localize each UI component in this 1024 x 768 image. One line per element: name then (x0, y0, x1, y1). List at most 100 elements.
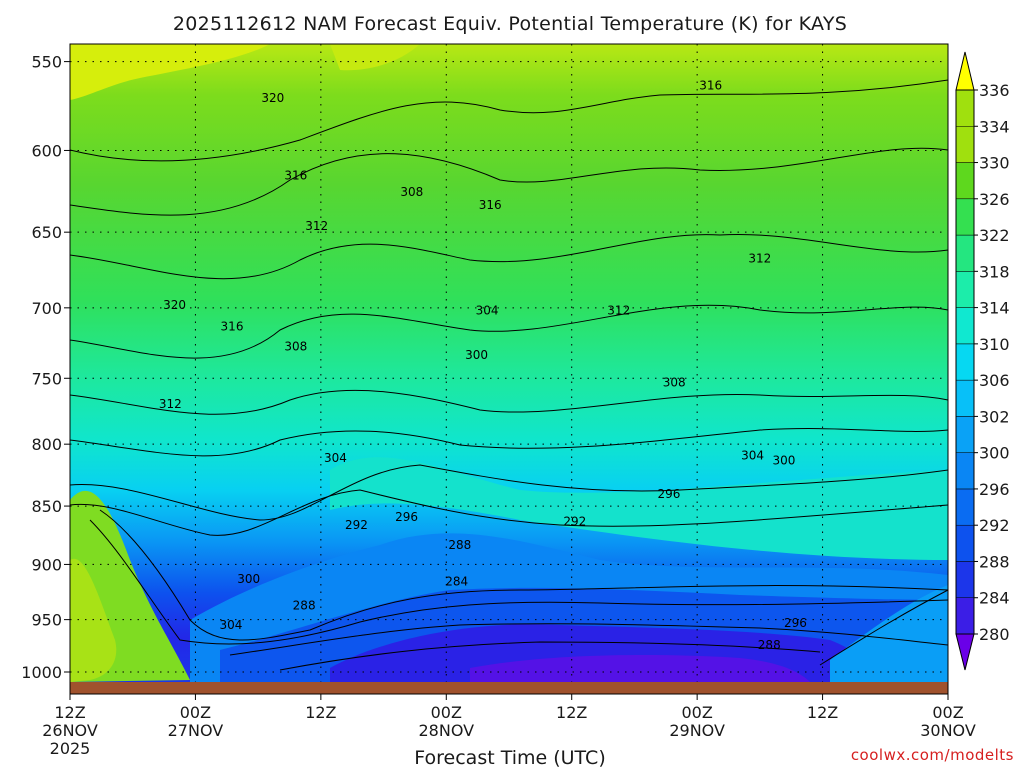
high-theta-top (70, 44, 270, 100)
high-theta-top-right (330, 44, 420, 71)
colorbar-segment (955, 162, 975, 200)
contour-label: 288 (448, 538, 471, 552)
contour-label: 308 (400, 185, 423, 199)
x-tick-label: 12Z (556, 703, 587, 722)
x-tick-label: 12Z (807, 703, 838, 722)
x-tick-label: 00Z (431, 703, 462, 722)
x-tick-label: 00Z (681, 703, 712, 722)
plot-area: 3323283283283243243243243203203203163163… (70, 44, 948, 682)
contour-label: 312 (607, 304, 630, 318)
contour-labels: 3323283283283243243243243203203203163163… (159, 78, 807, 652)
colorbar-label: 300 (979, 444, 1010, 463)
colorbar-label: 306 (979, 371, 1010, 390)
contour-label: 308 (663, 375, 686, 389)
warm-sector-core (70, 558, 117, 682)
colorbar-segment (955, 271, 975, 308)
y-tick-label: 700 (31, 299, 62, 318)
x-tick-label: 29NOV (669, 721, 725, 740)
colorbar-extend-bottom (955, 633, 975, 671)
cold-dome-core (470, 655, 810, 682)
grid-lines (70, 44, 948, 682)
contour-label: 304 (324, 451, 347, 465)
contour-label: 296 (395, 510, 418, 524)
y-axis: 2503003504004505005506006507007508008509… (21, 53, 70, 682)
x-tick-label: 26NOV (42, 721, 98, 740)
colorbar-segment (955, 307, 975, 345)
chart-title: 2025112612 NAM Forecast Equiv. Potential… (173, 13, 847, 35)
y-tick-label: 900 (31, 555, 62, 574)
mid-level-moist-band (330, 457, 948, 560)
contour-label: 312 (159, 397, 182, 411)
contour-label: 304 (220, 618, 243, 632)
colorbar-label: 284 (979, 589, 1010, 608)
contour-label: 308 (284, 339, 307, 353)
contour-label: 316 (479, 198, 502, 212)
colorbar-segment (955, 198, 975, 236)
y-tick-label: 750 (31, 369, 62, 388)
contour-label: 284 (445, 574, 468, 588)
colorbar-extend-top (955, 51, 975, 91)
colorbar-segment (955, 89, 975, 127)
y-tick-label: 800 (31, 435, 62, 454)
contour-lines (70, 79, 948, 671)
contour-label: 316 (221, 320, 244, 334)
x-tick-label: 12Z (305, 703, 336, 722)
credit-text: coolwx.com/modelts (851, 746, 1014, 764)
colorbar-segment (955, 452, 975, 490)
x-tick-label: 00Z (180, 703, 211, 722)
colorbar-label: 296 (979, 480, 1010, 499)
y-tick-label: 1000 (21, 663, 62, 682)
colorbar-frame (955, 89, 975, 635)
colorbar-label: 322 (979, 226, 1010, 245)
x-axis-label: Forecast Time (UTC) (414, 747, 605, 768)
contour-label: 312 (748, 252, 771, 266)
colorbar-label: 318 (979, 262, 1010, 281)
y-tick-label: 950 (31, 611, 62, 630)
contour-label: 316 (284, 169, 307, 183)
x-tick-label: 28NOV (418, 721, 474, 740)
contour-label: 292 (345, 518, 368, 532)
colorbar: 280 284 288 292 296 300 302 306 310 314 318 322 326 3… (955, 51, 1010, 671)
colorbar-label: 280 (979, 625, 1010, 644)
contour-label: 304 (476, 304, 499, 318)
colorbar-label: 314 (979, 299, 1010, 318)
contour-label: 316 (699, 78, 722, 92)
contour-label: 304 (741, 449, 764, 463)
plot-frame (69, 43, 949, 695)
x-tick-label: 30NOV (920, 721, 976, 740)
x-tick-label: 27NOV (168, 721, 224, 740)
contour-label: 292 (563, 515, 586, 529)
contour-label: 300 (465, 348, 488, 362)
colorbar-segment (955, 343, 975, 381)
colorbar-label: 334 (979, 117, 1010, 136)
colorbar-segment (955, 234, 975, 272)
x-tick-label: 12Z (54, 703, 85, 722)
contour-label: 296 (784, 616, 807, 630)
contour-label: 320 (163, 298, 186, 312)
contour-label: 296 (657, 487, 680, 501)
x-tick-label: 00Z (932, 703, 963, 722)
colorbar-label: 288 (979, 552, 1010, 571)
colorbar-label: 330 (979, 154, 1010, 173)
colorbar-label: 336 (979, 81, 1010, 100)
x-tick-label: 2025 (50, 739, 91, 758)
contour-label: 312 (305, 219, 328, 233)
contour-label: 288 (293, 599, 316, 613)
colorbar-segment (955, 488, 975, 526)
colorbar-label: 310 (979, 335, 1010, 354)
y-tick-label: 850 (31, 497, 62, 516)
colorbar-label: 326 (979, 190, 1010, 209)
colorbar-label: 292 (979, 516, 1010, 535)
y-tick-label: 650 (31, 223, 62, 242)
colorbar-segment (955, 597, 975, 635)
contour-label: 320 (261, 91, 284, 105)
warm-return-right (830, 585, 948, 682)
y-tick-label: 550 (31, 53, 62, 72)
contour-label: 300 (237, 572, 260, 586)
colorbar-segment (955, 416, 975, 453)
contour-label: 288 (758, 638, 781, 652)
colorbar-segment (955, 524, 975, 562)
contour-label: 300 (772, 454, 795, 468)
